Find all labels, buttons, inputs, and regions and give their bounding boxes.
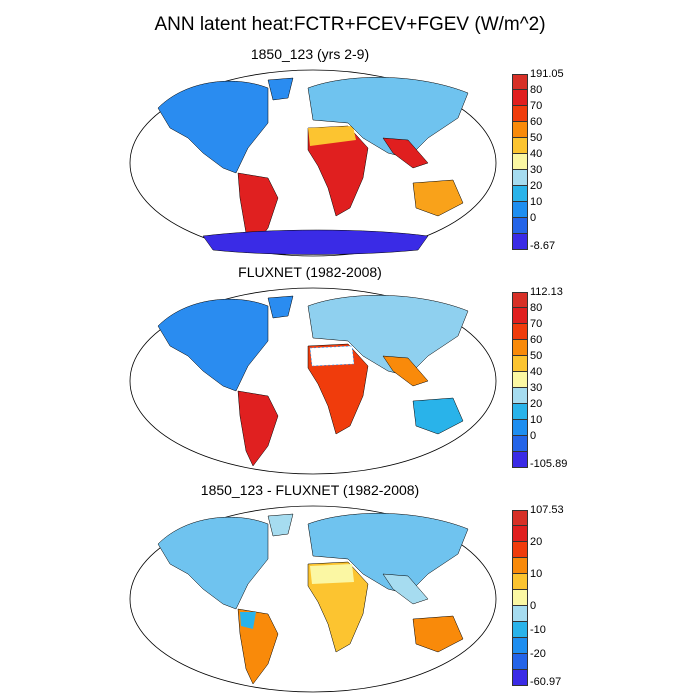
region-south-asia xyxy=(382,137,429,169)
colorbar-swatch xyxy=(512,292,528,308)
region-north-america xyxy=(157,298,269,392)
colorbar-swatch xyxy=(512,74,528,90)
colorbar-label: 80 xyxy=(530,302,543,314)
colorbar-swatch xyxy=(512,654,528,670)
colorbar-swatch xyxy=(512,404,528,420)
colorbar-swatch xyxy=(512,122,528,138)
panel-title: 1850_123 - FLUXNET (1982-2008) xyxy=(200,482,420,498)
panel-1850-123: 1850_123 (yrs 2-9) 191.05 80 70 60 50 40… xyxy=(0,40,700,257)
colorbar-label: 0 xyxy=(530,212,537,224)
colorbar-swatch xyxy=(512,590,528,606)
colorbar-label: 30 xyxy=(530,164,543,176)
region-eurasia xyxy=(307,513,469,595)
region-africa xyxy=(307,343,369,435)
colorbar-label: 40 xyxy=(530,366,543,378)
colorbar-label: 60 xyxy=(530,334,543,346)
colorbar-label: 40 xyxy=(530,148,543,160)
colorbar-label: 20 xyxy=(530,536,543,548)
colorbar-label: 0 xyxy=(530,430,537,442)
colorbar-swatch xyxy=(512,510,528,526)
colorbar-swatch xyxy=(512,420,528,436)
region-north-america xyxy=(157,80,269,174)
colorbar-swatch xyxy=(512,234,528,250)
colorbar-label: 30 xyxy=(530,382,543,394)
region-greenland xyxy=(267,295,294,319)
region-eurasia xyxy=(307,77,469,159)
colorbar-label: 20 xyxy=(530,398,543,410)
region-north-america xyxy=(157,516,269,610)
colorbar-label: 10 xyxy=(530,568,543,580)
colorbar-swatch xyxy=(512,388,528,404)
colorbar-swatch xyxy=(512,324,528,340)
colorbar-label: -105.89 xyxy=(530,458,568,470)
colorbar-label: 112.13 xyxy=(530,286,563,298)
colorbar-swatch xyxy=(512,356,528,372)
panel-difference: 1850_123 - FLUXNET (1982-2008) 107.53 20… xyxy=(0,476,700,693)
colorbar-swatch xyxy=(512,154,528,170)
world-map xyxy=(129,69,497,257)
world-map xyxy=(129,505,497,693)
colorbar-swatch xyxy=(512,542,528,558)
colorbar-label: 50 xyxy=(530,350,543,362)
region-greenland xyxy=(267,77,294,101)
region-antarctica xyxy=(202,229,429,255)
colorbar-swatch xyxy=(512,170,528,186)
colorbar-label: 107.53 xyxy=(530,504,564,516)
colorbar-swatch xyxy=(512,340,528,356)
colorbar-swatch xyxy=(512,202,528,218)
colorbar-swatch xyxy=(512,138,528,154)
region-africa xyxy=(307,125,369,217)
panel-title: 1850_123 (yrs 2-9) xyxy=(250,46,370,62)
region-africa xyxy=(307,561,369,653)
region-south-asia xyxy=(382,355,429,387)
colorbar xyxy=(512,510,528,686)
region-sahara xyxy=(308,126,356,146)
colorbar-swatch xyxy=(512,452,528,468)
region-australia xyxy=(412,397,464,435)
colorbar-label: 20 xyxy=(530,180,543,192)
colorbar-label: 10 xyxy=(530,196,543,208)
colorbar-label: 70 xyxy=(530,100,543,112)
colorbar-label: 191.05 xyxy=(530,68,564,80)
colorbar-label: -60.97 xyxy=(530,676,562,688)
colorbar xyxy=(512,292,528,468)
panel-fluxnet: FLUXNET (1982-2008) 112.13 80 70 60 50 4… xyxy=(0,258,700,475)
colorbar-swatch xyxy=(512,670,528,686)
colorbar-label: -20 xyxy=(530,648,546,660)
colorbar-label: 0 xyxy=(530,600,537,612)
region-south-america-wet xyxy=(240,612,256,629)
colorbar xyxy=(512,74,528,250)
region-south-asia xyxy=(382,573,429,605)
colorbar-swatch xyxy=(512,436,528,452)
panel-title: FLUXNET (1982-2008) xyxy=(238,264,382,280)
colorbar-swatch xyxy=(512,574,528,590)
region-australia xyxy=(412,179,464,217)
colorbar-swatch xyxy=(512,606,528,622)
colorbar-swatch xyxy=(512,638,528,654)
region-australia xyxy=(412,615,464,653)
colorbar-swatch xyxy=(512,186,528,202)
colorbar-label: 60 xyxy=(530,116,543,128)
colorbar-swatch xyxy=(512,106,528,122)
region-sahara xyxy=(310,564,354,584)
region-south-america xyxy=(237,390,279,467)
colorbar-swatch xyxy=(512,622,528,638)
colorbar-label: 70 xyxy=(530,318,543,330)
main-title: ANN latent heat:FCTR+FCEV+FGEV (W/m^2) xyxy=(154,14,546,35)
region-sahara-missing xyxy=(309,345,355,367)
colorbar-label: -10 xyxy=(530,624,546,636)
world-map xyxy=(129,287,497,475)
region-eurasia xyxy=(307,295,469,377)
colorbar-label: -8.67 xyxy=(530,240,556,252)
colorbar-label: 10 xyxy=(530,414,543,426)
colorbar-label: 50 xyxy=(530,132,543,144)
region-greenland xyxy=(267,513,294,537)
colorbar-swatch xyxy=(512,526,528,542)
colorbar-swatch xyxy=(512,90,528,106)
colorbar-swatch xyxy=(512,308,528,324)
colorbar-swatch xyxy=(512,558,528,574)
colorbar-swatch xyxy=(512,372,528,388)
colorbar-swatch xyxy=(512,218,528,234)
colorbar-label: 80 xyxy=(530,84,543,96)
